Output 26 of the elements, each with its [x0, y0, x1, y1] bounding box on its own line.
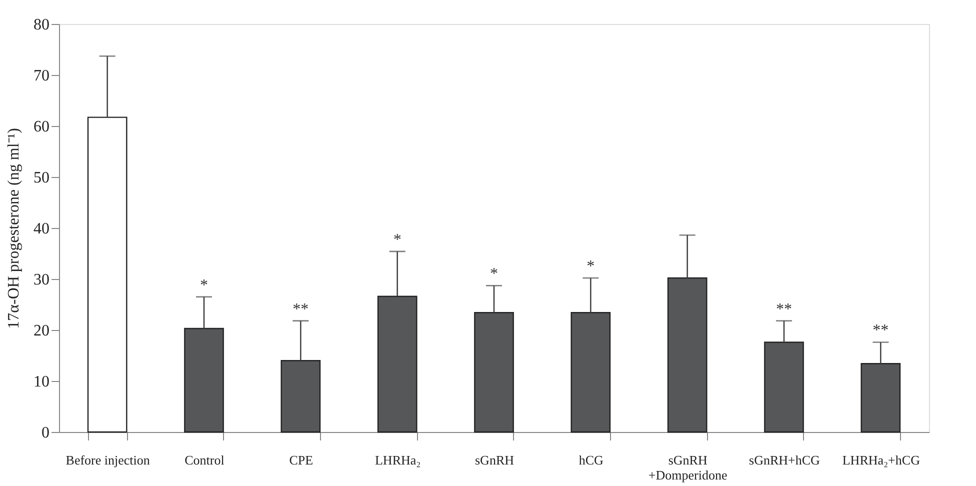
x-tick-label: Before injection	[66, 452, 150, 468]
y-tick-label: 80	[34, 16, 50, 34]
y-tick-label: 30	[34, 272, 50, 288]
data-label: *	[586, 258, 595, 275]
data-label: **	[776, 300, 792, 318]
data-label: *	[200, 276, 208, 294]
y-tick-label: 20	[34, 322, 50, 340]
x-tick-label: LHRHa₂	[374, 452, 421, 468]
x-tick-label: CPE	[289, 452, 314, 468]
y-tick-label: 50	[34, 170, 50, 186]
y-tick-label: 70	[34, 68, 50, 84]
data-label: **	[872, 322, 889, 340]
x-tick-label: sGnRH +Domperidone	[648, 452, 728, 482]
y-tick-label: 60	[34, 118, 50, 136]
y-axis-title: 17α-OH progesterone (ng ml⁻¹)	[6, 128, 22, 329]
y-tick-label: 40	[34, 220, 50, 238]
data-label: *	[490, 266, 498, 283]
x-tick-label: LHRHa₂+hCG	[842, 452, 920, 468]
x-tick-label: Control	[184, 452, 225, 468]
x-tick-label: sGnRH	[474, 452, 514, 468]
data-label: **	[292, 300, 309, 318]
y-tick-label: 10	[34, 374, 50, 390]
data-label: *	[393, 231, 402, 248]
y-tick-label: 0	[42, 424, 50, 442]
x-tick-label: sGnRH+hCG	[749, 452, 820, 468]
x-tick-label: hCG	[578, 452, 604, 468]
